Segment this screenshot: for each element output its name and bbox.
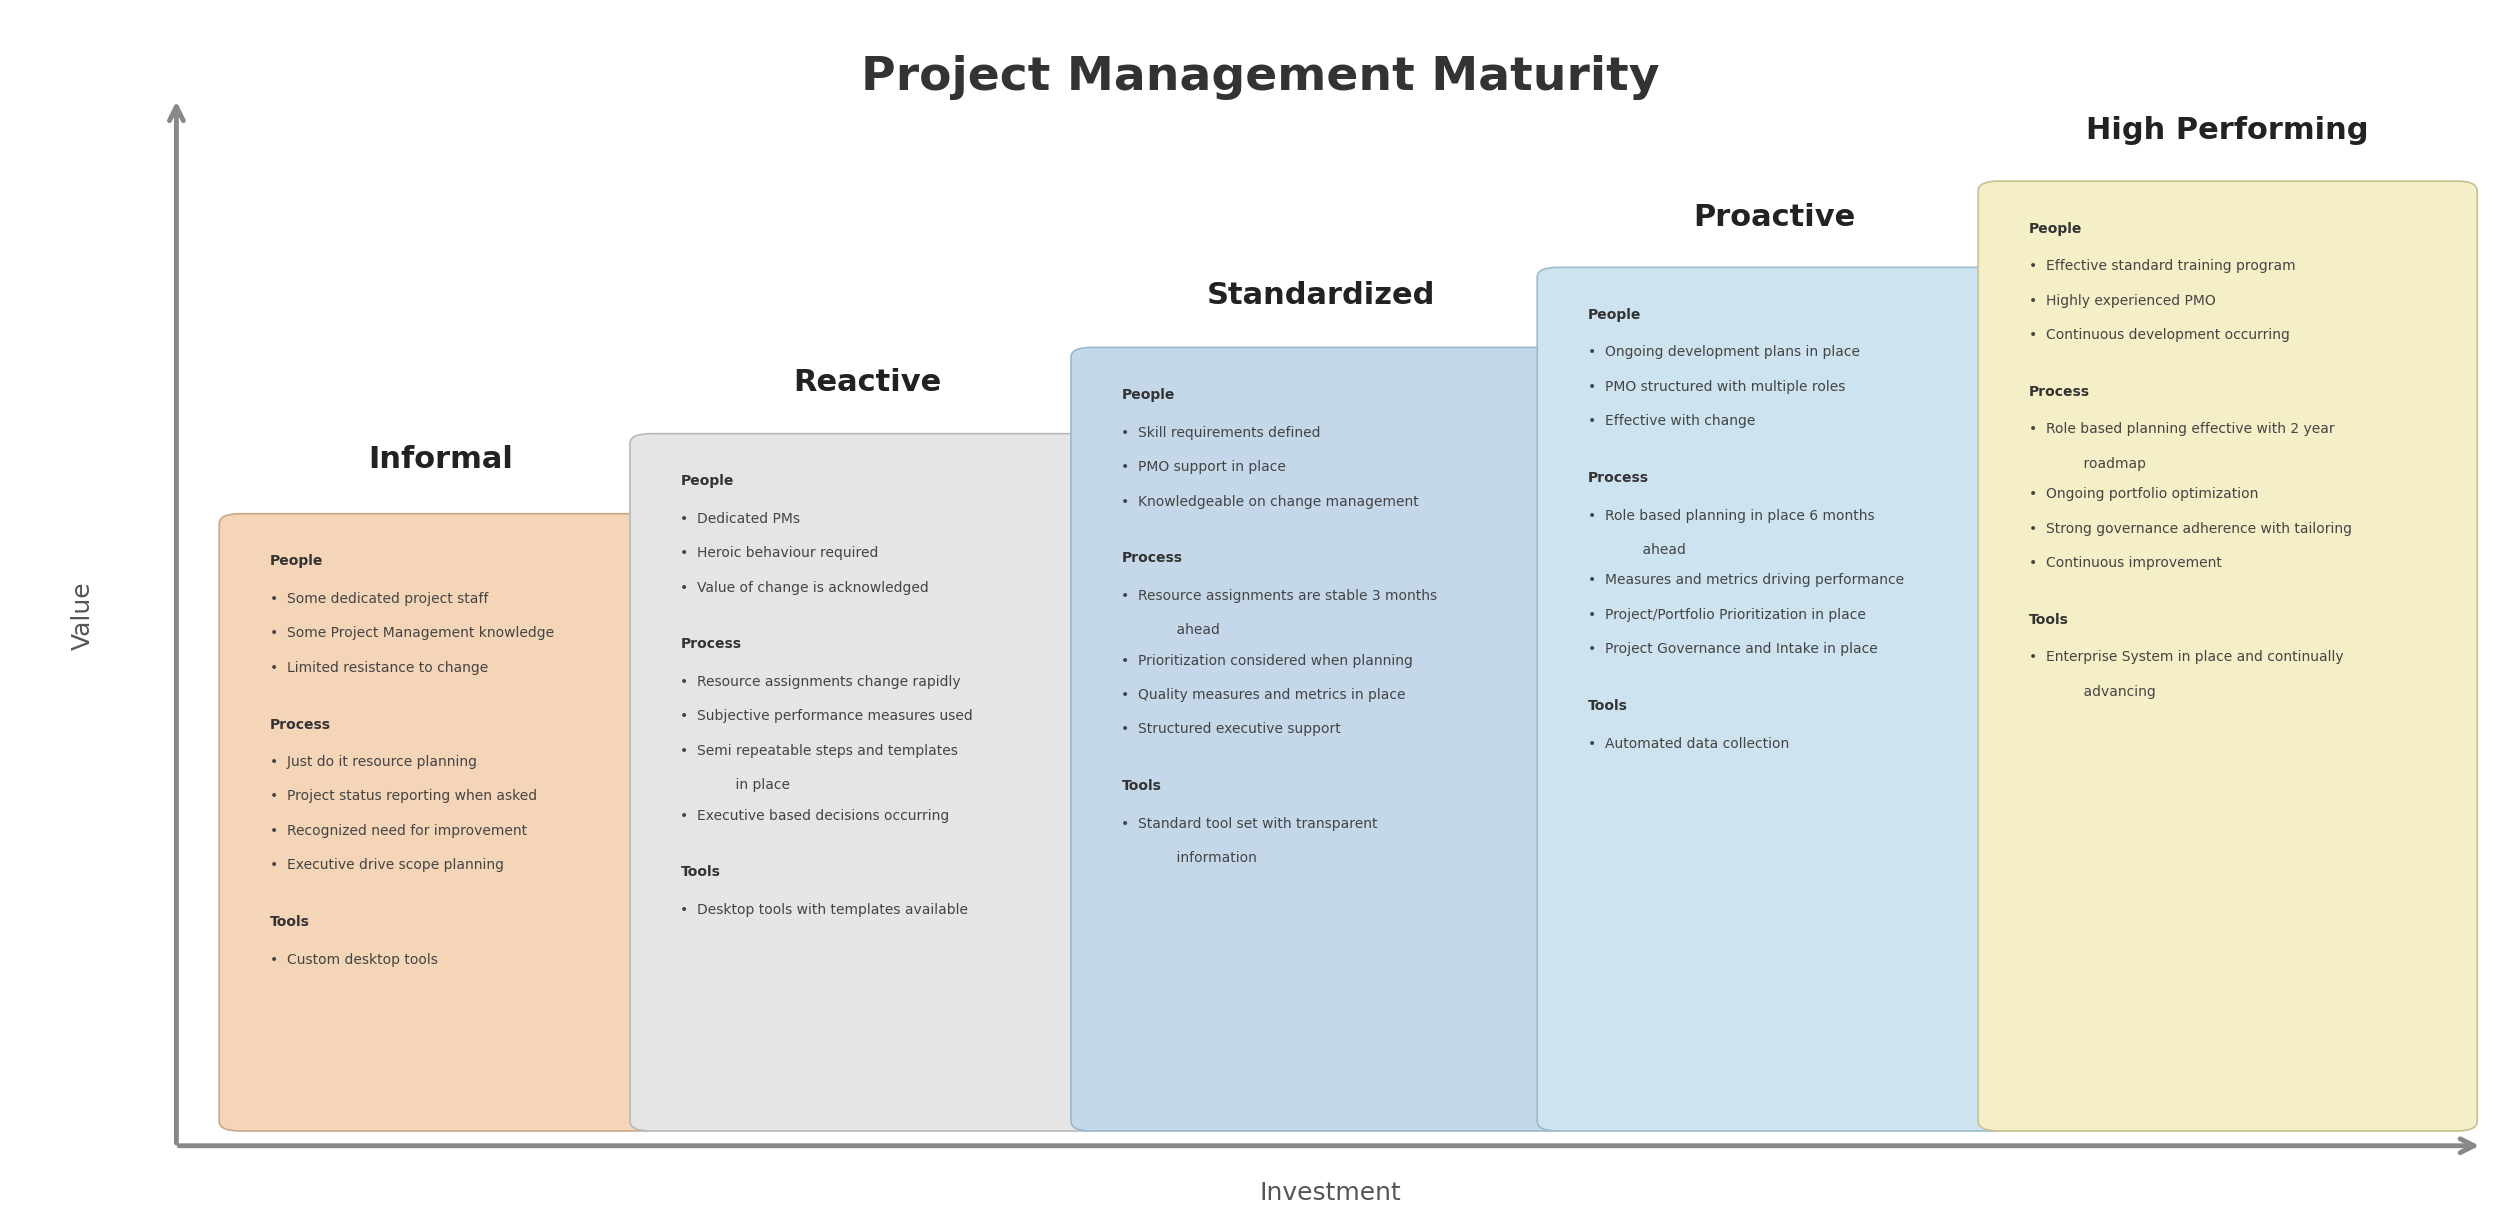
Text: •  Ongoing development plans in place: • Ongoing development plans in place: [1588, 345, 1860, 360]
Text: ahead: ahead: [1159, 623, 1220, 637]
FancyBboxPatch shape: [1537, 267, 2011, 1131]
Text: •  Continuous development occurring: • Continuous development occurring: [2029, 328, 2291, 342]
Text: roadmap: roadmap: [2066, 457, 2147, 471]
Text: advancing: advancing: [2066, 685, 2157, 699]
Text: Proactive: Proactive: [1693, 202, 1855, 232]
Text: Tools: Tools: [2029, 612, 2069, 627]
Text: •  Value of change is acknowledged: • Value of change is acknowledged: [680, 580, 930, 595]
Text: •  Measures and metrics driving performance: • Measures and metrics driving performan…: [1588, 573, 1903, 588]
Text: •  Standard tool set with transparent: • Standard tool set with transparent: [1121, 817, 1378, 830]
Text: •  Some Project Management knowledge: • Some Project Management knowledge: [270, 626, 554, 641]
Text: •  Project Governance and Intake in place: • Project Governance and Intake in place: [1588, 642, 1877, 657]
Text: •  Some dedicated project staff: • Some dedicated project staff: [270, 591, 489, 606]
Text: High Performing: High Performing: [2087, 116, 2369, 145]
Text: •  Project status reporting when asked: • Project status reporting when asked: [270, 790, 537, 803]
Text: Process: Process: [270, 717, 330, 732]
Text: •  Strong governance adherence with tailoring: • Strong governance adherence with tailo…: [2029, 521, 2351, 536]
FancyBboxPatch shape: [219, 514, 663, 1131]
Text: Tools: Tools: [680, 865, 721, 880]
Text: •  Continuous improvement: • Continuous improvement: [2029, 556, 2223, 570]
Text: •  Quality measures and metrics in place: • Quality measures and metrics in place: [1121, 687, 1406, 702]
Text: Informal: Informal: [368, 445, 514, 474]
Text: •  Skill requirements defined: • Skill requirements defined: [1121, 425, 1320, 440]
Text: •  Effective with change: • Effective with change: [1588, 414, 1754, 429]
Text: •  PMO support in place: • PMO support in place: [1121, 460, 1285, 474]
Text: •  Subjective performance measures used: • Subjective performance measures used: [680, 710, 973, 723]
Text: •  Heroic behaviour required: • Heroic behaviour required: [680, 546, 879, 561]
Text: •  Effective standard training program: • Effective standard training program: [2029, 259, 2296, 274]
Text: •  Role based planning in place 6 months: • Role based planning in place 6 months: [1588, 509, 1875, 522]
Text: Tools: Tools: [1588, 699, 1628, 713]
FancyBboxPatch shape: [630, 434, 1104, 1131]
Text: •  Executive based decisions occurring: • Executive based decisions occurring: [680, 808, 950, 823]
Text: Process: Process: [1121, 551, 1182, 565]
Text: •  Limited resistance to change: • Limited resistance to change: [270, 660, 489, 675]
Text: •  Custom desktop tools: • Custom desktop tools: [270, 952, 438, 967]
Text: People: People: [680, 474, 733, 488]
Text: •  Role based planning effective with 2 year: • Role based planning effective with 2 y…: [2029, 423, 2334, 436]
FancyBboxPatch shape: [1978, 181, 2477, 1131]
Text: Reactive: Reactive: [794, 367, 940, 397]
Text: •  Semi repeatable steps and templates: • Semi repeatable steps and templates: [680, 744, 958, 758]
Text: •  Knowledgeable on change management: • Knowledgeable on change management: [1121, 494, 1419, 509]
Text: Process: Process: [1588, 471, 1648, 485]
Text: in place: in place: [718, 779, 791, 792]
Text: Process: Process: [2029, 384, 2089, 399]
Text: •  Prioritization considered when planning: • Prioritization considered when plannin…: [1121, 653, 1414, 668]
Text: Value: Value: [71, 582, 96, 650]
Text: ahead: ahead: [1625, 543, 1686, 557]
Text: •  Structured executive support: • Structured executive support: [1121, 722, 1341, 737]
Text: Tools: Tools: [270, 915, 310, 929]
Text: •  Project/Portfolio Prioritization in place: • Project/Portfolio Prioritization in pl…: [1588, 607, 1865, 622]
Text: People: People: [1588, 308, 1641, 322]
Text: People: People: [1121, 388, 1174, 402]
Text: •  Highly experienced PMO: • Highly experienced PMO: [2029, 293, 2215, 308]
Text: Process: Process: [680, 637, 741, 652]
Text: •  Enterprise System in place and continually: • Enterprise System in place and continu…: [2029, 650, 2344, 664]
Text: Investment: Investment: [1260, 1181, 1401, 1205]
Text: •  Executive drive scope planning: • Executive drive scope planning: [270, 859, 504, 872]
Text: •  Desktop tools with templates available: • Desktop tools with templates available: [680, 903, 968, 917]
Text: •  Just do it resource planning: • Just do it resource planning: [270, 755, 476, 769]
Text: •  Recognized need for improvement: • Recognized need for improvement: [270, 824, 527, 838]
Text: Standardized: Standardized: [1207, 281, 1434, 310]
Text: Project Management Maturity: Project Management Maturity: [862, 55, 1658, 101]
Text: information: information: [1159, 851, 1257, 865]
Text: People: People: [270, 554, 323, 568]
Text: •  PMO structured with multiple roles: • PMO structured with multiple roles: [1588, 379, 1845, 394]
Text: •  Resource assignments change rapidly: • Resource assignments change rapidly: [680, 675, 960, 689]
Text: •  Ongoing portfolio optimization: • Ongoing portfolio optimization: [2029, 487, 2258, 501]
Text: •  Automated data collection: • Automated data collection: [1588, 737, 1789, 750]
Text: •  Resource assignments are stable 3 months: • Resource assignments are stable 3 mont…: [1121, 589, 1436, 602]
Text: •  Dedicated PMs: • Dedicated PMs: [680, 511, 801, 526]
FancyBboxPatch shape: [1071, 347, 1570, 1131]
Text: Tools: Tools: [1121, 779, 1162, 793]
Text: People: People: [2029, 222, 2082, 235]
